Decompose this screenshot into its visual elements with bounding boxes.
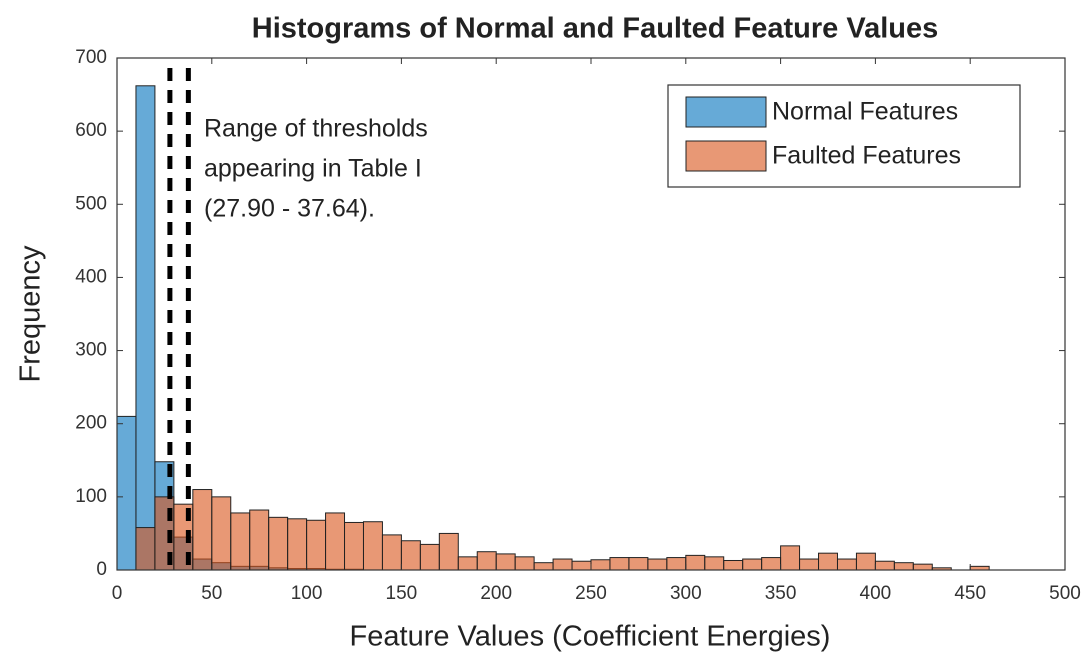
x-tick-label: 450 [954,583,986,604]
x-axis-label: Feature Values (Coefficient Energies) [350,621,831,653]
x-tick-label: 0 [112,583,123,604]
histogram-bar [211,496,232,571]
chart-title: Histograms of Normal and Faulted Feature… [252,13,939,45]
histogram-bar [855,552,876,571]
x-tick-label: 200 [480,583,512,604]
annotation: Range of thresholds [204,115,428,143]
x-tick-label: 300 [670,583,702,604]
x-tick-label: 350 [765,583,797,604]
x-tick-label: 250 [575,583,607,604]
y-tick-label: 700 [75,47,107,68]
histogram-bar [628,557,649,571]
histogram-bar [647,558,668,571]
legend-swatch [685,96,767,128]
histogram-bar [438,532,459,571]
annotation: appearing in Table I [204,155,422,183]
histogram-bar [609,557,630,571]
histogram-bar [666,557,687,571]
y-tick-label: 500 [75,193,107,214]
histogram-bar [742,558,763,571]
y-tick-label: 600 [75,120,107,141]
histogram-bar [287,518,308,571]
histogram-bar [723,559,744,571]
histogram-bar [419,543,440,571]
y-axis-label: Frequency [15,245,47,383]
histogram-bar [893,562,914,571]
histogram-bar [362,521,383,571]
histogram-bar [514,556,535,571]
histogram-bar [552,558,573,571]
legend-label: Faulted Features [772,142,961,170]
histogram-bar [306,519,327,571]
histogram-bar [249,509,270,571]
histogram-bar [381,534,402,571]
histogram-bar [344,521,364,571]
y-tick-label: 200 [75,413,107,434]
histogram-bar [325,512,346,571]
histogram-bar [874,560,895,571]
y-tick-label: 300 [75,340,107,361]
histogram-bar [135,85,156,571]
histogram-bar [135,527,156,571]
x-tick-label: 50 [201,583,222,604]
x-tick-label: 400 [860,583,892,604]
histogram-bar [533,562,554,571]
y-tick-label: 0 [96,559,107,580]
histogram-bar [495,553,516,571]
histogram-bar [685,554,706,571]
histogram-bar [192,489,213,571]
histogram-bar [836,558,857,571]
x-tick-label: 150 [386,583,418,604]
legend-swatch [685,140,767,172]
histogram-bar [590,559,611,571]
x-tick-label: 500 [1049,583,1081,604]
histogram-bar [457,556,478,571]
annotation: (27.90 - 37.64). [204,195,375,223]
histogram-bar [818,552,838,571]
histogram-bar [704,556,725,571]
histogram-bar [476,551,497,571]
histogram-bar [761,557,782,571]
legend-label: Normal Features [772,98,958,126]
histogram-bar [230,512,251,571]
histogram-bar [799,558,820,571]
histogram-bar [912,563,933,571]
x-tick-label: 100 [291,583,323,604]
histogram-bar [268,516,289,571]
histogram-bar [116,415,137,571]
histogram-bar [571,560,592,571]
y-tick-label: 100 [75,486,107,507]
histogram-bar [780,545,801,571]
histogram-bar [400,540,421,571]
y-tick-label: 400 [75,266,107,287]
